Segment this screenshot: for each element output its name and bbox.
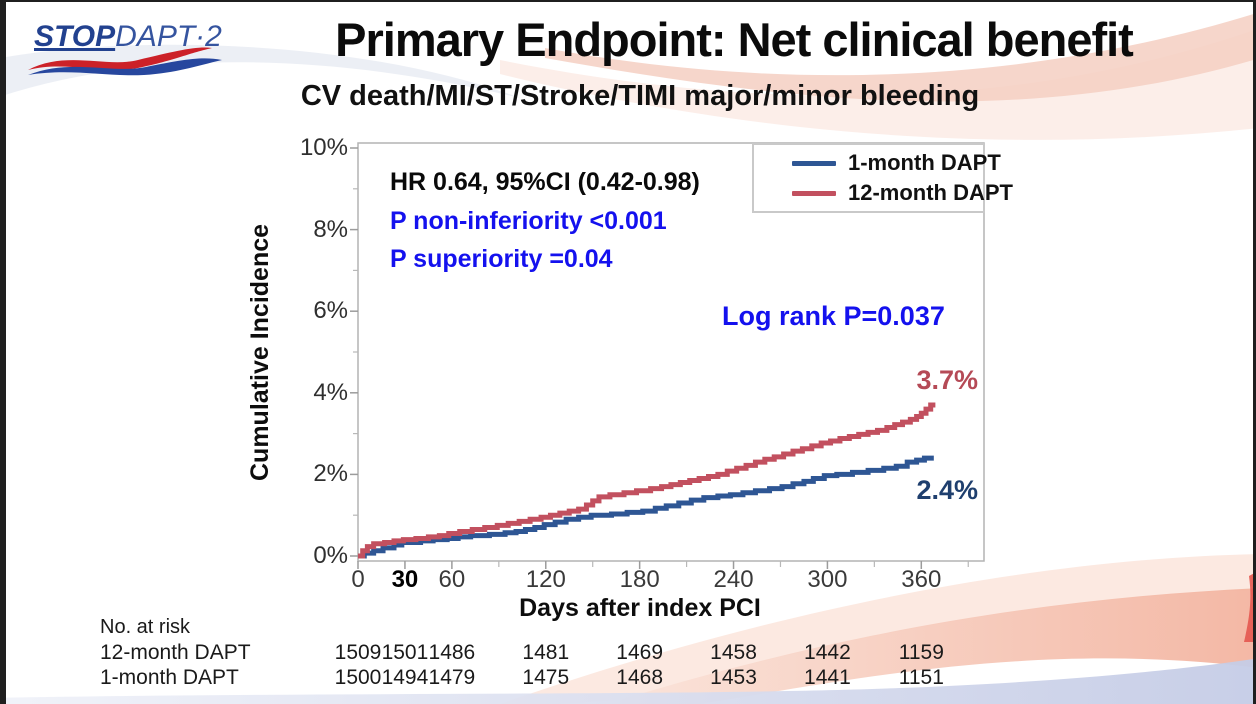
risk-count-cell: 1494 (381, 666, 429, 689)
risk-count-cell: 1486 (428, 641, 476, 664)
risk-count-cell: 1475 (522, 666, 570, 689)
risk-count-cell: 1469 (616, 641, 663, 664)
logo-wave-icon (28, 47, 222, 76)
legend-entry: 12-month DAPT (792, 180, 1013, 206)
risk-count-cell: 1442 (804, 641, 851, 664)
legend-label: 12-month DAPT (848, 180, 1013, 205)
stopdapt2-trial-logo: STOPDAPT·2 (26, 16, 236, 80)
risk-count-cell: 1479 (428, 666, 476, 689)
risk-count-cell: 1501 (381, 641, 429, 664)
y-tick-label: 4% (313, 378, 348, 406)
chart-legend: 1-month DAPT 12-month DAPT (752, 143, 1013, 213)
legend-entry: 1-month DAPT (792, 150, 1001, 176)
x-tick-label: 0 (351, 566, 365, 593)
window-right-edge (1253, 0, 1256, 704)
legend-line-swatch (792, 160, 836, 166)
series-curve-1-month-dapt (358, 455, 934, 559)
page-title: Primary Endpoint: Net clinical benefit (335, 13, 1134, 66)
hazard-ratio-annotation: HR 0.64, 95%CI (0.42-0.98) (390, 168, 700, 196)
curve-end-label-12-month: 3.7% (916, 365, 978, 395)
series-curve-12-month-dapt (358, 402, 936, 559)
log-rank-annotation: Log rank P=0.037 (722, 301, 945, 331)
x-tick-label: 240 (713, 566, 754, 593)
x-tick-label: 30 (391, 566, 419, 593)
risk-count-cell: 1468 (616, 666, 663, 689)
logo-dapt-text: DAPT·2 (115, 20, 222, 53)
window-left-edge (0, 0, 6, 704)
risk-count-cell: 1500 (334, 666, 382, 689)
risk-count-cell: 1509 (334, 641, 382, 664)
y-tick-label: 2% (313, 460, 348, 488)
y-tick-label: 0% (313, 542, 348, 569)
legend-line-swatch (792, 190, 836, 196)
window-top-edge (0, 0, 1256, 2)
x-tick-label: 360 (901, 566, 942, 593)
y-tick-label: 6% (313, 297, 348, 325)
x-tick-label: 120 (525, 566, 566, 593)
risk-count-cell: 1453 (710, 666, 757, 689)
x-tick-label: 60 (438, 566, 466, 593)
risk-count-cell: 1159 (898, 641, 944, 664)
x-tick-label: 180 (619, 566, 660, 593)
page-subtitle: CV death/MI/ST/Stroke/TIMI major/minor b… (300, 80, 980, 112)
p-noninferiority-annotation: P non-inferiority <0.001 (390, 207, 667, 235)
y-tick-label: 10% (299, 134, 348, 161)
legend-label: 1-month DAPT (848, 150, 1001, 175)
logo-wordmark: STOPDAPT·2 (34, 20, 222, 54)
risk-row-label: 12-month DAPT (100, 641, 251, 664)
p-superiority-annotation: P superiority =0.04 (390, 245, 613, 273)
curve-end-label-1-month: 2.4% (916, 475, 978, 505)
logo-stop-text: STOP (34, 20, 116, 53)
risk-count-cell: 1458 (710, 641, 757, 664)
risk-table-caption: No. at risk (100, 616, 191, 638)
risk-count-cell: 1151 (898, 666, 944, 689)
risk-count-cell: 1481 (522, 641, 570, 664)
x-axis-title: Days after index PCI (519, 594, 761, 622)
risk-count-cell: 1441 (804, 666, 851, 689)
y-axis-title: Cumulative Incidence (246, 223, 274, 481)
x-tick-label: 300 (807, 566, 848, 593)
y-tick-label: 8% (313, 215, 348, 243)
risk-row-label: 1-month DAPT (100, 666, 239, 689)
